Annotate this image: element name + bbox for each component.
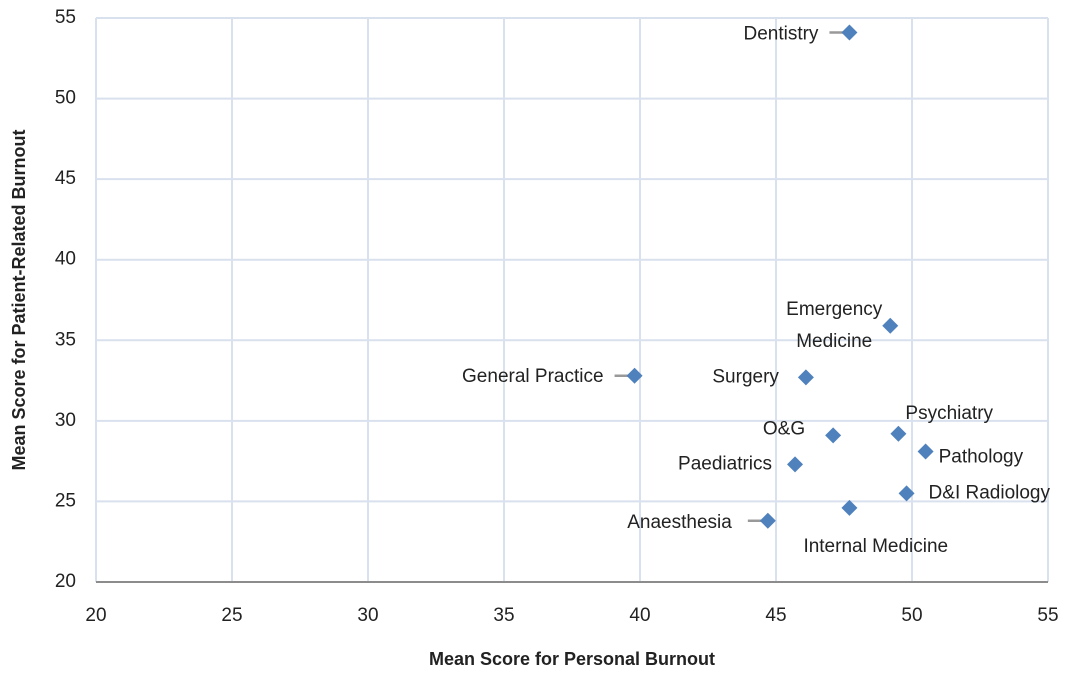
- x-tick-label: 25: [221, 605, 242, 626]
- x-tick-label: 35: [493, 605, 514, 626]
- point-label: Anaesthesia: [627, 512, 732, 533]
- point-label: Surgery: [712, 366, 779, 387]
- point-label: Psychiatry: [905, 403, 993, 424]
- point-label: O&G: [763, 418, 805, 439]
- y-tick-label: 35: [55, 329, 76, 350]
- y-tick-label: 20: [55, 571, 76, 592]
- point: [787, 456, 804, 473]
- y-tick-label: 40: [55, 249, 76, 270]
- point: [841, 24, 858, 41]
- point: [890, 425, 907, 442]
- x-tick-label: 30: [357, 605, 378, 626]
- point: [797, 369, 814, 386]
- y-tick-label: 55: [55, 7, 76, 28]
- y-tick-label: 25: [55, 490, 76, 511]
- x-tick-label: 50: [901, 605, 922, 626]
- point: [882, 317, 899, 334]
- x-axis-title: Mean Score for Personal Burnout: [429, 649, 715, 669]
- point: [917, 443, 934, 460]
- point-label: Pathology: [939, 446, 1024, 467]
- point: [759, 512, 776, 529]
- y-tick-label: 50: [55, 88, 76, 109]
- point-label: Dentistry: [743, 24, 818, 45]
- y-axis-title: Mean Score for Patient-Related Burnout: [9, 129, 29, 470]
- point: [841, 499, 858, 516]
- x-tick-label: 40: [629, 605, 650, 626]
- point-label: D&I Radiology: [929, 482, 1051, 503]
- point-label: Internal Medicine: [803, 536, 948, 557]
- x-tick-label: 55: [1037, 605, 1058, 626]
- point: [825, 427, 842, 444]
- point: [626, 367, 643, 384]
- point: [898, 485, 915, 502]
- y-tick-label: 30: [55, 410, 76, 431]
- point-label: Paediatrics: [678, 453, 772, 474]
- y-tick-label: 45: [55, 168, 76, 189]
- x-tick-label: 20: [85, 605, 106, 626]
- point-label: Emergency Medicine: [786, 299, 883, 352]
- point-label: General Practice: [462, 366, 604, 387]
- x-tick-label: 45: [765, 605, 786, 626]
